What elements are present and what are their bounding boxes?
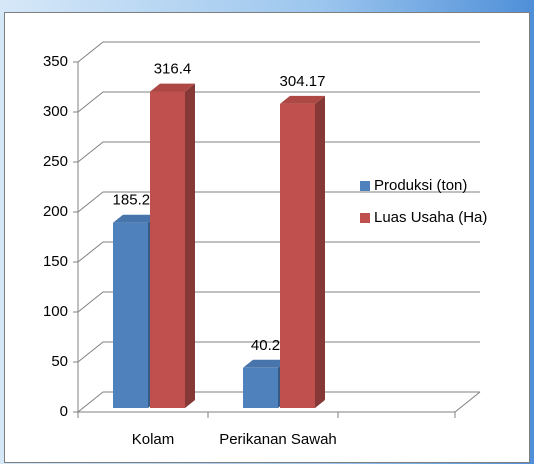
bar-top xyxy=(150,83,195,92)
y-tick-label: 0 xyxy=(60,403,68,420)
bar-front xyxy=(113,222,148,408)
legend-swatch xyxy=(360,213,370,223)
bar-top xyxy=(280,95,325,104)
legend-swatch xyxy=(360,181,370,191)
grid-line xyxy=(77,191,480,213)
grid-line xyxy=(77,91,480,113)
y-tick-label: 150 xyxy=(43,253,68,270)
grid-line xyxy=(77,41,480,63)
legend-label: Produksi (ton) xyxy=(374,177,467,194)
legend-label: Luas Usaha (Ha) xyxy=(374,209,487,226)
bar xyxy=(150,83,195,408)
x-tick-label: Perikanan Sawah xyxy=(219,431,337,448)
grid-line xyxy=(77,391,480,413)
grid-line xyxy=(77,291,480,313)
x-tick-label: Kolam xyxy=(132,431,175,448)
y-tick-label: 250 xyxy=(43,153,68,170)
bar-top xyxy=(243,359,288,368)
data-label: 304.17 xyxy=(280,73,326,90)
bar-top xyxy=(113,214,158,223)
grid-line xyxy=(77,141,480,163)
data-label: 316.4 xyxy=(154,61,192,78)
y-tick-label: 300 xyxy=(43,103,68,120)
bar-side xyxy=(315,95,325,408)
bar-front xyxy=(280,103,315,408)
data-label: 185.28 xyxy=(113,192,159,209)
bar xyxy=(280,95,325,408)
grid-line xyxy=(77,341,480,363)
y-tick-label: 100 xyxy=(43,303,68,320)
bar-front xyxy=(150,91,185,408)
y-tick-label: 50 xyxy=(51,353,68,370)
grid-line xyxy=(77,241,480,263)
bar-front xyxy=(243,367,278,408)
data-label: 40.2 xyxy=(251,337,280,354)
y-tick-label: 200 xyxy=(43,203,68,220)
y-tick-label: 350 xyxy=(43,53,68,70)
bar-side xyxy=(185,83,195,408)
